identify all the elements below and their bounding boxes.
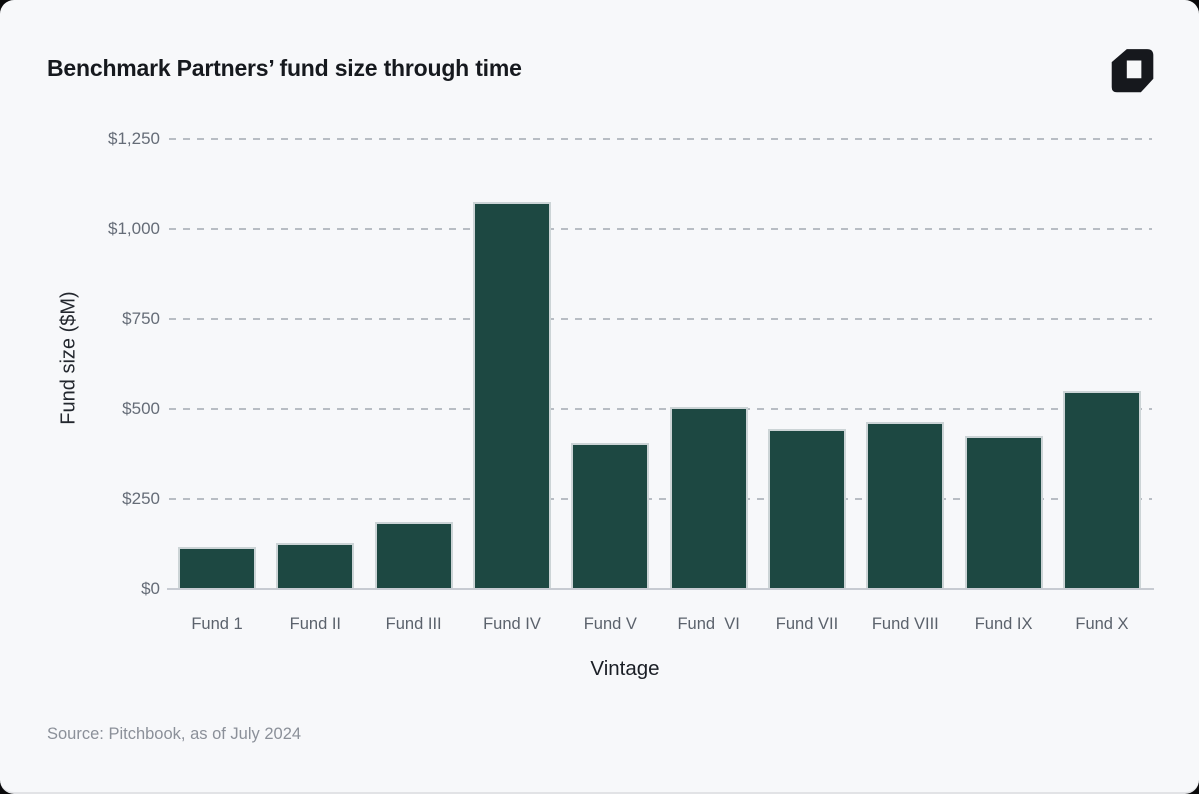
x-axis-tick-labels: Fund 1 Fund II Fund III Fund IV Fund V Fund V…: [175, 589, 1152, 633]
gridline: [169, 318, 1152, 320]
x-tick-label: Fund II: [289, 615, 342, 633]
x-tick-label: Fund IX: [974, 615, 1033, 633]
gridline: [169, 408, 1152, 410]
x-axis-line: [167, 588, 1154, 590]
x-tick-label: Fund X: [1075, 615, 1129, 633]
bar-fund-ix: [964, 436, 1043, 589]
page-title: Benchmark Partners’ fund size through ti…: [47, 55, 522, 81]
gridline: [169, 228, 1152, 230]
bar-fund-vii: [767, 428, 846, 589]
bar-fund-ii: [276, 543, 355, 589]
y-tick-label: $1,250: [108, 129, 160, 148]
x-tick-label: Fund VIII: [871, 615, 939, 633]
y-tick-label: $1,000: [108, 219, 160, 238]
bar-fund-1: [178, 546, 256, 589]
x-axis-title: Vintage: [590, 657, 660, 680]
bar-fund-iii: [374, 522, 453, 589]
x-tick-label: Fund IV: [483, 615, 541, 633]
bar-fund-vi: [669, 407, 748, 589]
gridline: [169, 138, 1152, 140]
plot-area: [167, 138, 1154, 590]
x-tick-label: Fund V: [583, 615, 637, 633]
y-tick-label: $750: [122, 309, 160, 328]
bar-fund-iv: [472, 202, 551, 589]
x-tick-label: Fund VI: [677, 615, 740, 633]
x-tick-label: Fund 1: [191, 615, 243, 633]
y-tick-label: $0: [141, 579, 160, 598]
source-note: Source: Pitchbook, as of July 2024: [47, 725, 302, 743]
generalist-logo-icon: [1111, 49, 1154, 93]
gridline: [169, 498, 1152, 500]
bar-fund-v: [571, 443, 650, 589]
bar-fund-x: [1062, 391, 1141, 589]
x-tick-label: Fund III: [385, 615, 442, 633]
y-tick-label: $500: [122, 399, 160, 418]
x-tick-label: Fund VII: [775, 615, 839, 633]
y-tick-label: $250: [122, 489, 160, 508]
y-axis-tick-labels: $0 $250 $500 $750 $1,000 $1,250: [30, 129, 160, 598]
bar-fund-viii: [866, 421, 945, 589]
